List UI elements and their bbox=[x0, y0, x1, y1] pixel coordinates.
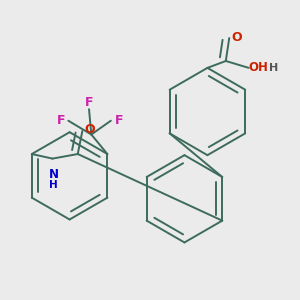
Text: O: O bbox=[85, 123, 95, 136]
Text: F: F bbox=[115, 114, 123, 127]
Text: OH: OH bbox=[249, 61, 268, 74]
Text: O: O bbox=[231, 31, 242, 44]
Text: H: H bbox=[269, 63, 278, 73]
Text: N: N bbox=[49, 168, 58, 182]
Text: F: F bbox=[85, 96, 94, 109]
Text: F: F bbox=[57, 114, 66, 127]
Text: H: H bbox=[49, 168, 58, 190]
